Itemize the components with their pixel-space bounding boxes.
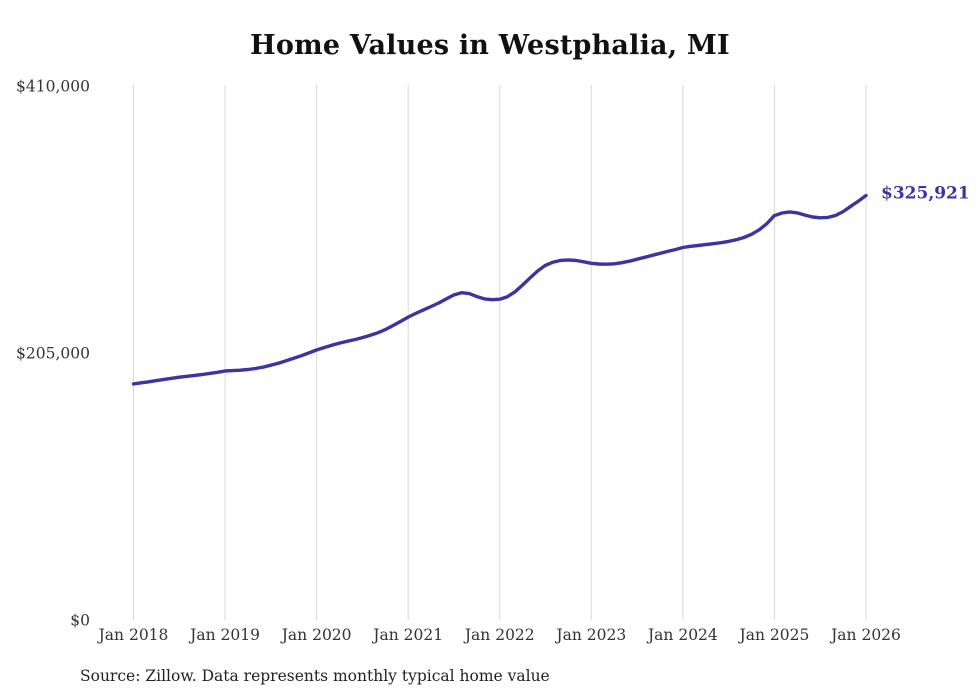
end-value-label: $325,921 (881, 184, 970, 204)
y-tick-label: $0 (70, 612, 90, 630)
source-note: Source: Zillow. Data represents monthly … (80, 667, 550, 685)
chart-title: Home Values in Westphalia, MI (250, 30, 730, 61)
x-tick-label: Jan 2025 (738, 626, 810, 644)
x-tick-label: Jan 2026 (829, 626, 901, 644)
x-tick-label: Jan 2021 (371, 626, 443, 644)
x-tick-label: Jan 2022 (463, 626, 535, 644)
y-tick-label: $410,000 (16, 78, 90, 96)
y-tick-label: $205,000 (16, 345, 90, 363)
x-tick-label: Jan 2019 (188, 626, 260, 644)
x-tick-label: Jan 2020 (280, 626, 352, 644)
x-tick-label: Jan 2023 (554, 626, 626, 644)
home-value-line (131, 193, 868, 386)
x-tick-label: Jan 2018 (97, 626, 169, 644)
x-tick-label: Jan 2024 (646, 626, 718, 644)
